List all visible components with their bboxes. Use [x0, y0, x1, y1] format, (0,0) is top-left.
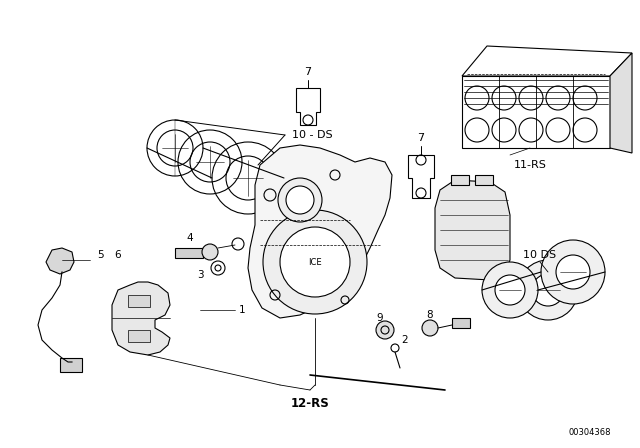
- Polygon shape: [112, 282, 170, 355]
- Text: 12-RS: 12-RS: [291, 396, 330, 409]
- Text: 3: 3: [196, 270, 204, 280]
- Bar: [462, 76, 610, 148]
- Circle shape: [541, 240, 605, 304]
- Circle shape: [482, 262, 538, 318]
- Circle shape: [518, 260, 578, 320]
- Circle shape: [465, 86, 489, 110]
- Text: 2: 2: [402, 335, 408, 345]
- Text: 6: 6: [115, 250, 122, 260]
- Circle shape: [556, 255, 590, 289]
- Circle shape: [286, 186, 314, 214]
- Circle shape: [546, 86, 570, 110]
- Text: 4: 4: [187, 233, 193, 243]
- Circle shape: [519, 118, 543, 142]
- Circle shape: [376, 321, 394, 339]
- Text: 00304368: 00304368: [569, 427, 611, 436]
- Text: 7: 7: [305, 67, 312, 77]
- Text: 8: 8: [427, 310, 433, 320]
- Bar: [452, 318, 470, 328]
- Polygon shape: [248, 145, 392, 318]
- Polygon shape: [462, 46, 632, 76]
- Circle shape: [280, 227, 350, 297]
- Circle shape: [532, 274, 564, 306]
- Bar: [451, 175, 469, 185]
- Text: 9: 9: [377, 313, 383, 323]
- Circle shape: [519, 86, 543, 110]
- Circle shape: [492, 118, 516, 142]
- Polygon shape: [610, 53, 632, 153]
- Text: 7: 7: [417, 133, 424, 143]
- Circle shape: [422, 320, 438, 336]
- Text: 5: 5: [97, 250, 103, 260]
- Circle shape: [278, 178, 322, 222]
- Circle shape: [546, 118, 570, 142]
- Circle shape: [202, 244, 218, 260]
- Bar: [128, 330, 150, 342]
- Polygon shape: [46, 248, 74, 274]
- Text: 10 DS: 10 DS: [524, 250, 557, 260]
- Circle shape: [573, 86, 597, 110]
- Text: 10 - DS: 10 - DS: [292, 130, 332, 140]
- Bar: [60, 358, 82, 372]
- Bar: [128, 295, 150, 307]
- Circle shape: [263, 210, 367, 314]
- Bar: [175, 248, 203, 258]
- Polygon shape: [435, 180, 510, 280]
- Text: 1: 1: [239, 305, 245, 315]
- Circle shape: [492, 86, 516, 110]
- Text: 11-RS: 11-RS: [513, 160, 547, 170]
- Text: ICE: ICE: [308, 258, 322, 267]
- Bar: [475, 175, 493, 185]
- Circle shape: [573, 118, 597, 142]
- Circle shape: [465, 118, 489, 142]
- Polygon shape: [408, 155, 434, 198]
- Polygon shape: [296, 88, 320, 125]
- Circle shape: [495, 275, 525, 305]
